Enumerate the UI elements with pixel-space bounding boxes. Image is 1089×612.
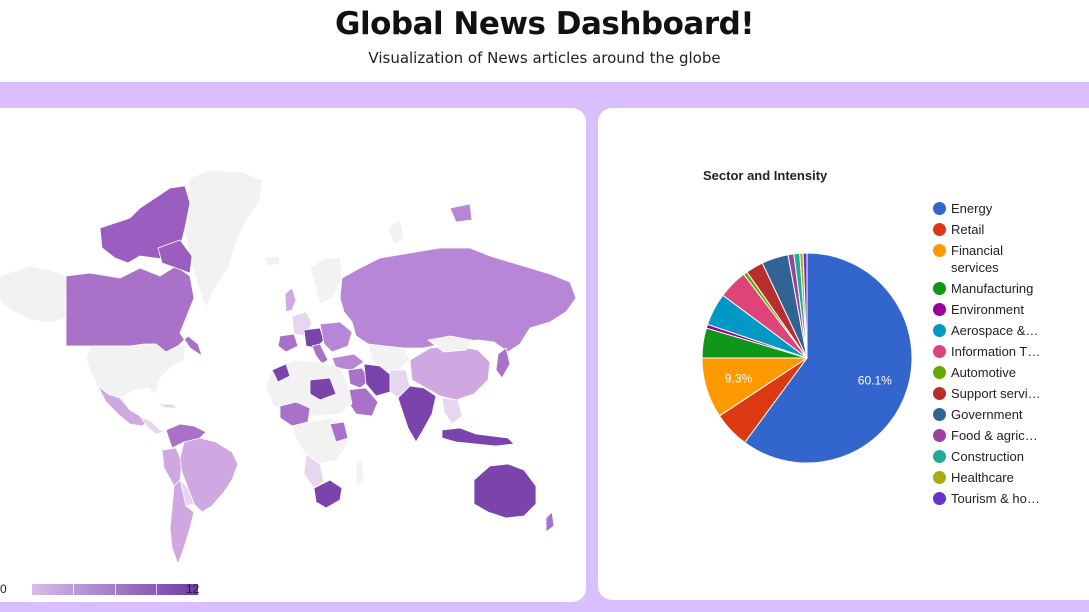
legend-label: Support servi… — [951, 386, 1041, 401]
legend-swatch — [933, 387, 946, 400]
legend-label: Automotive — [951, 365, 1017, 380]
map-country-canada[interactable] — [65, 265, 203, 357]
map-country-nigeria[interactable] — [279, 401, 311, 427]
map-country-mongolia[interactable] — [427, 335, 473, 353]
page-title: Global News Dashboard! — [335, 6, 754, 42]
map-country-peru[interactable] — [161, 447, 183, 487]
legend-swatch — [933, 345, 946, 358]
pie-slice-label: 60.1% — [858, 373, 892, 387]
map-country-russia[interactable] — [339, 247, 577, 353]
legend-swatch — [933, 282, 946, 295]
pie-chart[interactable]: 60.1% 9.3% — [598, 108, 1089, 600]
legend-swatch — [933, 492, 946, 505]
legend-label: Construction — [951, 449, 1024, 464]
world-map[interactable] — [0, 108, 586, 602]
map-country-australia[interactable] — [473, 463, 537, 519]
legend-label: Manufacturing — [951, 281, 1034, 296]
map-country-novaya[interactable] — [387, 219, 405, 245]
legend-label: Aerospace &… — [951, 323, 1039, 338]
legend-swatch — [933, 223, 946, 236]
map-country-kazakhstan[interactable] — [367, 343, 411, 371]
legend-label: Energy — [951, 201, 993, 216]
legend-label: Healthcare — [951, 470, 1014, 485]
map-country-alaska[interactable] — [0, 265, 67, 324]
map-country-new-zealand[interactable] — [545, 511, 555, 533]
map-country-scandinavia[interactable] — [309, 257, 343, 305]
map-country-usa[interactable] — [85, 343, 187, 399]
legend-label: Environment — [951, 302, 1024, 317]
legend-swatch — [933, 303, 946, 316]
map-country-madagascar[interactable] — [355, 459, 365, 487]
map-country-se-asia[interactable] — [441, 397, 463, 425]
map-color-scale — [32, 584, 198, 595]
world-map-card — [0, 108, 586, 602]
map-country-south-africa[interactable] — [313, 479, 343, 509]
legend-swatch — [933, 471, 946, 484]
map-country-japan[interactable] — [495, 347, 511, 379]
map-country-india[interactable] — [397, 385, 437, 443]
pie-slice-label: 9.3% — [725, 372, 753, 386]
legend-swatch — [933, 244, 946, 257]
legend-swatch — [933, 324, 946, 337]
map-country-libya[interactable] — [309, 377, 337, 401]
legend-label: Government — [951, 407, 1023, 422]
map-country-baffin[interactable] — [157, 239, 193, 274]
page-header: Global News Dashboard! Visualization of … — [0, 0, 1089, 82]
pie-slice-tourism-ho[interactable] — [802, 252, 808, 359]
legend-swatch — [933, 366, 946, 379]
map-country-eastern-europe[interactable] — [319, 321, 353, 353]
map-country-greenland[interactable] — [184, 169, 263, 309]
map-country-angola[interactable] — [303, 453, 325, 489]
legend-swatch — [933, 429, 946, 442]
page-subtitle: Visualization of News articles around th… — [368, 49, 721, 67]
map-country-cuba[interactable] — [157, 403, 179, 409]
map-scale-min-label: 0 — [0, 582, 7, 596]
legend-label: Financial services — [951, 243, 1004, 275]
map-country-italy[interactable] — [311, 343, 329, 365]
map-country-morocco[interactable] — [271, 363, 291, 383]
map-country-russia-islands[interactable] — [449, 203, 473, 223]
map-country-central-america[interactable] — [139, 415, 165, 435]
map-country-brazil[interactable] — [179, 437, 239, 513]
map-country-indonesia[interactable] — [441, 427, 515, 447]
legend-label: Retail — [951, 222, 985, 237]
map-country-iceland[interactable] — [263, 255, 281, 267]
map-country-mexico[interactable] — [97, 385, 151, 427]
map-scale-max-label: 12 — [186, 582, 200, 596]
chart-title: Sector and Intensity — [703, 168, 828, 183]
legend-swatch — [933, 202, 946, 215]
map-country-uk[interactable] — [284, 287, 297, 313]
map-country-colombia[interactable] — [165, 423, 207, 449]
map-country-spain[interactable] — [277, 333, 299, 353]
map-country-canada-islands[interactable] — [99, 185, 191, 264]
sector-intensity-card: Sector and Intensity 60.1% 9.3% Energy Ret… — [598, 108, 1089, 600]
map-country-kenya[interactable] — [329, 421, 349, 443]
legend-label: Tourism & ho… — [951, 491, 1040, 506]
legend-label: Information T… — [951, 344, 1041, 359]
legend-swatch — [933, 450, 946, 463]
map-country-argentina[interactable] — [169, 479, 195, 565]
legend-swatch — [933, 408, 946, 421]
pie-slice-energy[interactable] — [744, 252, 913, 464]
legend-label: Food & agric… — [951, 428, 1038, 443]
